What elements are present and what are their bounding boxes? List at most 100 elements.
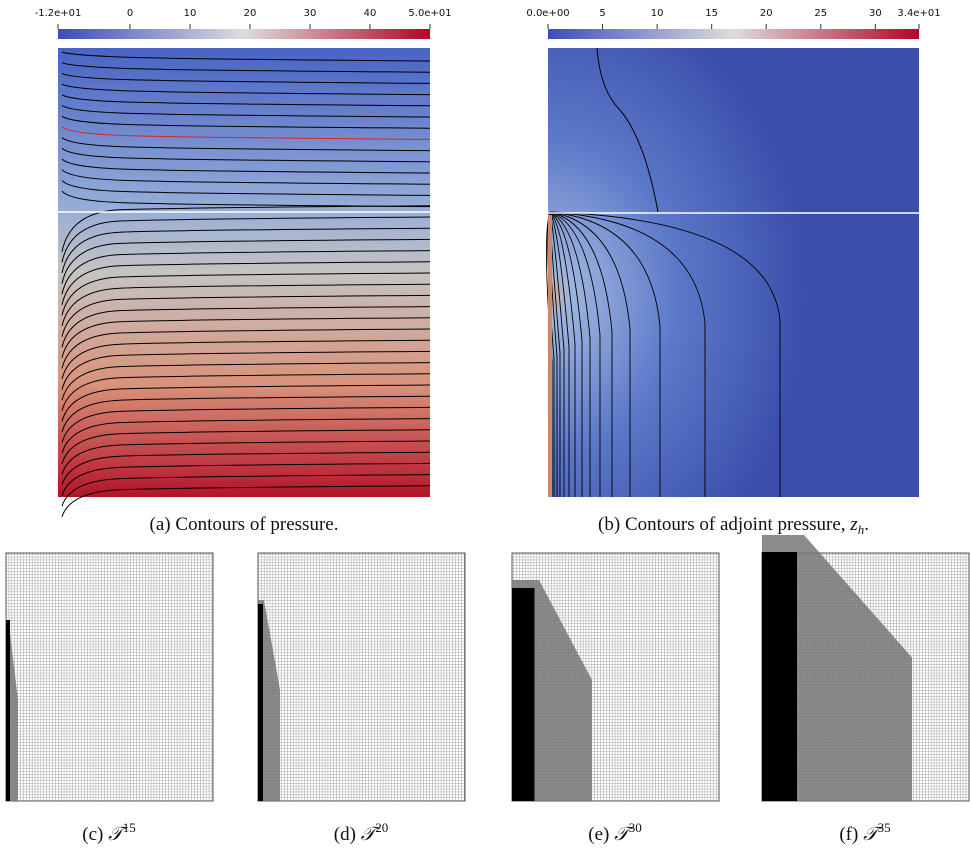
colorbar-tick-label: 20 [760, 8, 773, 19]
mesh-caption: (c) 𝒯15 [82, 820, 135, 845]
mesh [5, 552, 214, 802]
colorbar-tick-label: 5.0e+01 [408, 8, 451, 19]
contour-line [596, 47, 659, 213]
contour-line [61, 306, 431, 348]
caption-label: (b) [598, 514, 620, 535]
contour-line [61, 474, 431, 507]
contour-line [61, 261, 431, 305]
contour-line [61, 362, 431, 401]
field [548, 48, 919, 497]
colorbar-tick-label: 20 [244, 8, 257, 19]
colorbar-tick-label: 10 [184, 8, 197, 19]
colorbar [548, 29, 919, 39]
contour-line [61, 395, 431, 433]
colorbar-tick-label: 40 [364, 8, 377, 19]
contour-line [61, 216, 431, 263]
contour-line [61, 169, 431, 185]
contour-line [61, 227, 431, 274]
caption: (a) Contours of pressure. [150, 514, 339, 535]
contour-line [61, 317, 431, 358]
contour-line [549, 211, 601, 497]
caption-label: (c) [82, 824, 103, 845]
contour-line [549, 211, 591, 497]
caption-text: Contours of pressure. [175, 514, 338, 535]
contour-line [61, 283, 431, 327]
mesh [257, 552, 466, 802]
mesh-caption: (e) 𝒯30 [588, 820, 641, 845]
caption: (b) Contours of adjoint pressure, zh. [598, 514, 869, 537]
mesh-caption: (d) 𝒯20 [334, 820, 388, 845]
contour-line [61, 83, 431, 96]
colorbar-tick-label: 30 [304, 8, 317, 19]
caption-sup: 15 [123, 820, 136, 835]
contour-line [549, 211, 661, 497]
colorbar [58, 29, 430, 39]
contour-line [61, 180, 431, 196]
caption-label: (e) [588, 824, 609, 845]
caption-sup: 20 [375, 820, 388, 835]
contour-line [61, 339, 431, 380]
contour-line [61, 147, 431, 163]
contour-line [61, 429, 431, 464]
contour-line [61, 72, 431, 84]
contour-line [61, 384, 431, 422]
contour-line [61, 238, 431, 284]
contour-line [61, 462, 431, 496]
contour-line [549, 211, 583, 497]
colorbar-tick-label: 30 [869, 8, 882, 19]
mesh-caption: (f) 𝒯35 [839, 820, 890, 845]
contour-line [61, 451, 431, 486]
contour-line [61, 137, 431, 152]
caption-var: z [849, 514, 858, 535]
caption-sub: h [858, 522, 865, 537]
contour-line [61, 440, 431, 475]
contour-line [61, 418, 431, 454]
contour-line [61, 126, 431, 140]
refined-core [762, 552, 797, 801]
caption-label: (d) [334, 824, 356, 845]
contour-line [61, 158, 431, 174]
contour-line [61, 350, 431, 390]
contour-line [549, 211, 613, 497]
contour-line [61, 485, 431, 517]
refined-region [762, 535, 912, 801]
colorbar-tick-label: 5 [599, 8, 605, 19]
caption-sup: 35 [878, 820, 891, 835]
refined-core [6, 620, 10, 801]
contour-line [61, 190, 431, 208]
contour-line [61, 373, 431, 411]
caption-label: (a) [150, 514, 171, 535]
refined-core [512, 588, 535, 801]
colorbar-tick-label: 0.0e+00 [526, 8, 569, 19]
singular-strip [548, 215, 552, 497]
contour-line [549, 211, 706, 497]
contour-line [549, 211, 781, 497]
contour-line [61, 205, 431, 252]
contour-line [61, 105, 431, 118]
contour-line [61, 51, 431, 62]
contour-line [549, 211, 576, 497]
caption-sup: 30 [629, 820, 642, 835]
refined-region [258, 600, 280, 801]
contour-line [61, 328, 431, 369]
colorbar-tick-label: 15 [705, 8, 718, 19]
contour-line [61, 272, 431, 316]
refined-core [258, 604, 263, 801]
contour-line [549, 211, 631, 497]
contour-line [61, 406, 431, 443]
caption-text: Contours of adjoint pressure, [625, 514, 846, 535]
contour-line [61, 250, 431, 295]
colorbar-tick-label: 10 [651, 8, 664, 19]
caption-label: (f) [839, 824, 858, 845]
caption-end: . [864, 514, 869, 535]
contour-line [61, 115, 431, 129]
contour-line [61, 294, 431, 337]
contour-line [61, 94, 431, 107]
contour-line [549, 211, 570, 497]
colorbar-tick-label: 25 [814, 8, 827, 19]
contour-line [61, 62, 431, 73]
colorbar-tick-label: -1.2e+01 [35, 8, 82, 19]
colorbar-tick-label: 3.4e+01 [897, 8, 940, 19]
colorbar-tick-label: 0 [127, 8, 133, 19]
